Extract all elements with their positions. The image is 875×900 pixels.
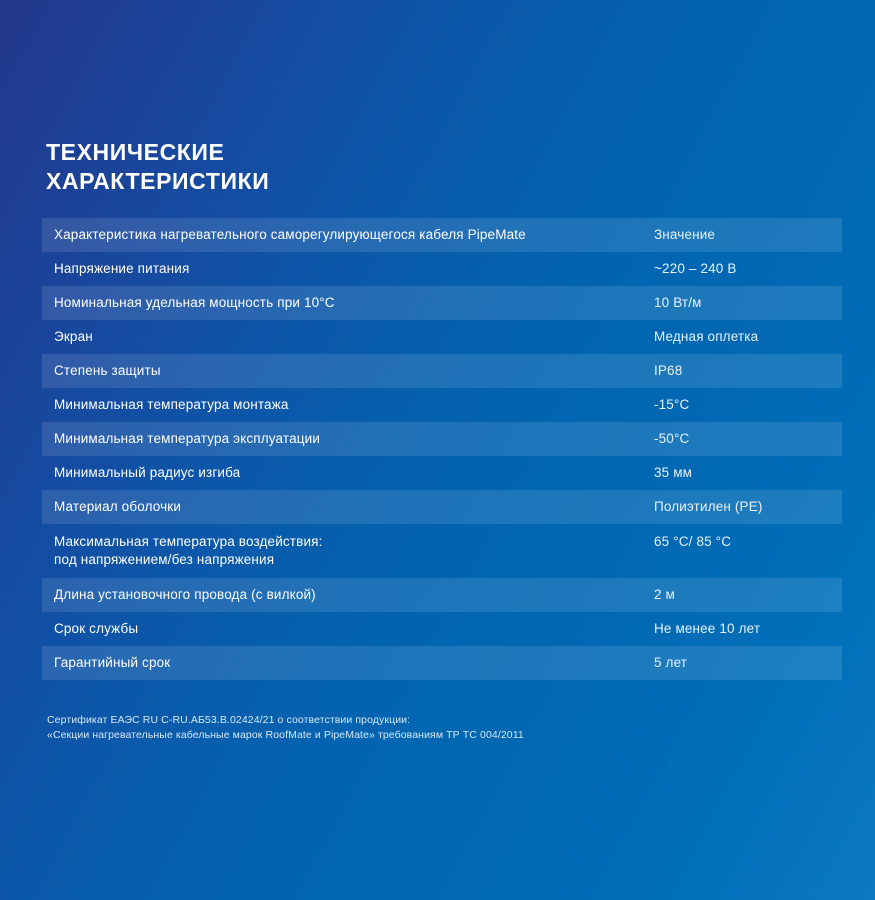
row-value: -15°C (654, 397, 690, 412)
row-value: ~220 – 240 В (654, 261, 737, 276)
table-row: Экран Медная оплетка (42, 320, 842, 354)
specifications-table: Характеристика нагревательного саморегул… (42, 218, 842, 680)
certificate-footnote: Сертификат ЕАЭС RU C-RU.АБ53.В.02424/21 … (47, 713, 807, 743)
row-label: Срок службы (54, 621, 139, 636)
table-row: Степень защиты IP68 (42, 354, 842, 388)
row-value: Медная оплетка (654, 329, 759, 344)
page-title-line-2: ХАРАКТЕРИСТИКИ (46, 168, 270, 194)
table-row: Минимальная температура монтажа -15°C (42, 388, 842, 422)
row-label: Минимальная температура эксплуатации (54, 431, 321, 446)
row-value: 35 мм (654, 465, 693, 480)
row-label: Материал оболочки (54, 499, 182, 514)
table-row: Номинальная удельная мощность при 10°C 1… (42, 286, 842, 320)
table-header-row: Характеристика нагревательного саморегул… (42, 218, 842, 252)
table-row: Минимальная температура эксплуатации -50… (42, 422, 842, 456)
row-label: Максимальная температура воздействия: по… (54, 534, 323, 567)
row-label: Минимальная температура монтажа (54, 397, 289, 412)
column-header-characteristic: Характеристика нагревательного саморегул… (54, 227, 526, 242)
table-row: Минимальный радиус изгиба 35 мм (42, 456, 842, 490)
footnote-line-2: «Секции нагревательные кабельные марок R… (47, 729, 524, 741)
row-label: Экран (54, 329, 93, 344)
row-label: Длина установочного провода (с вилкой) (54, 587, 316, 602)
page-title-line-1: ТЕХНИЧЕСКИЕ (46, 139, 225, 165)
row-value: 10 Вт/м (654, 295, 702, 310)
page-title: ТЕХНИЧЕСКИЕ ХАРАКТЕРИСТИКИ (46, 138, 746, 196)
table-row: Длина установочного провода (с вилкой) 2… (42, 578, 842, 612)
row-label: Степень защиты (54, 363, 161, 378)
table-row: Срок службы Не менее 10 лет (42, 612, 842, 646)
table-row: Материал оболочки Полиэтилен (PE) (42, 490, 842, 524)
footnote-line-1: Сертификат ЕАЭС RU C-RU.АБ53.В.02424/21 … (47, 714, 411, 726)
row-value: 2 м (654, 587, 675, 602)
row-value: 65 °C/ 85 °C (654, 534, 732, 549)
row-value: IP68 (654, 363, 683, 378)
row-label: Минимальный радиус изгиба (54, 465, 241, 480)
row-label: Гарантийный срок (54, 655, 171, 670)
table-row: Гарантийный срок 5 лет (42, 646, 842, 680)
row-value: 5 лет (654, 655, 688, 670)
table-row: Напряжение питания ~220 – 240 В (42, 252, 842, 286)
row-label: Номинальная удельная мощность при 10°C (54, 295, 335, 310)
column-header-value: Значение (654, 227, 716, 242)
row-value: Не менее 10 лет (654, 621, 761, 636)
row-label: Напряжение питания (54, 261, 190, 276)
table-row: Максимальная температура воздействия: по… (42, 524, 842, 578)
row-value: -50°C (654, 431, 690, 446)
row-value: Полиэтилен (PE) (654, 499, 763, 514)
